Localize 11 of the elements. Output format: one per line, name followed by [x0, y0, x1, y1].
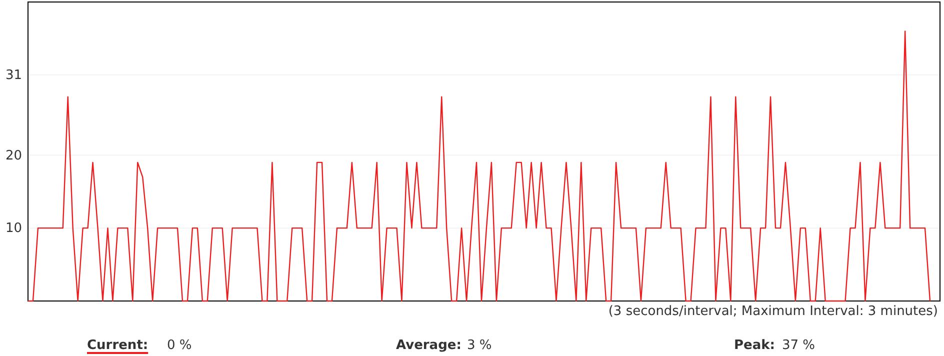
y-tick-label: 10 [5, 221, 22, 236]
text: (3 seconds/interval; Maximum Interval: 3 minutes) [608, 304, 938, 319]
text: Peak: [734, 338, 775, 353]
y-tick-label: 20 [5, 148, 22, 164]
text: Average: [396, 338, 462, 353]
y-tick-label: 31 [5, 68, 22, 84]
line-series [27, 30, 931, 302]
text: 0 % [167, 338, 192, 353]
text: 3 % [467, 338, 492, 353]
text: 37 % [782, 338, 816, 353]
text: Current: [87, 338, 148, 353]
